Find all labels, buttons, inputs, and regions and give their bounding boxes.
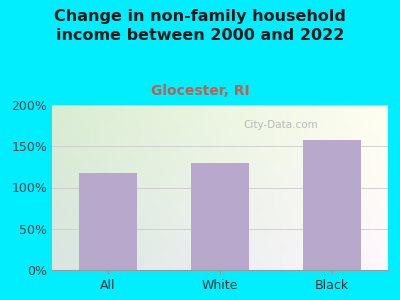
Bar: [191, 163, 249, 270]
Text: City-Data.com: City-Data.com: [243, 120, 318, 130]
Bar: [303, 140, 361, 270]
Text: Change in non-family household
income between 2000 and 2022: Change in non-family household income be…: [54, 9, 346, 43]
Text: Glocester, RI: Glocester, RI: [151, 84, 249, 98]
Bar: [79, 173, 137, 270]
